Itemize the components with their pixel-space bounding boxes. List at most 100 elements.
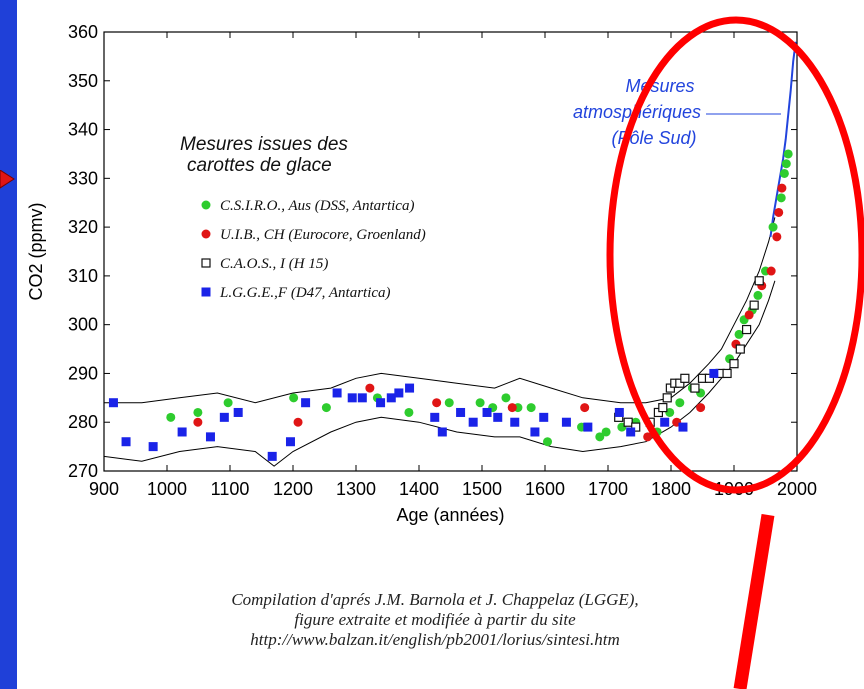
- data-point: [219, 412, 229, 422]
- y-tick-label: 280: [68, 412, 98, 432]
- data-point: [456, 407, 466, 417]
- data-point: [347, 393, 357, 403]
- data-point: [526, 403, 536, 413]
- x-tick-label: 1000: [147, 479, 187, 499]
- data-point: [289, 393, 299, 403]
- data-point: [614, 407, 624, 417]
- data-point: [437, 427, 447, 437]
- data-point: [205, 432, 215, 442]
- data-point: [675, 398, 685, 408]
- annotation-text: Mesures: [625, 76, 694, 96]
- data-point: [623, 417, 633, 427]
- legend-title: carottes de glace: [187, 155, 332, 176]
- data-point: [783, 149, 793, 159]
- data-point: [643, 432, 653, 442]
- data-point: [595, 432, 605, 442]
- legend-marker: [201, 287, 211, 297]
- data-point: [766, 266, 776, 276]
- data-point: [507, 403, 517, 413]
- data-point: [749, 300, 759, 310]
- y-tick-label: 320: [68, 217, 98, 237]
- legend-marker: [201, 200, 211, 210]
- data-point: [690, 383, 700, 393]
- data-point: [662, 393, 672, 403]
- data-point: [444, 398, 454, 408]
- legend-title: Mesures issues des: [180, 134, 348, 155]
- data-point: [177, 427, 187, 437]
- caption-line: http://www.balzan.it/english/pb2001/lori…: [250, 630, 620, 649]
- data-point: [376, 398, 386, 408]
- y-tick-label: 350: [68, 71, 98, 91]
- atmospheric-series-line: [769, 41, 797, 238]
- data-point: [735, 344, 745, 354]
- caption-line: Compilation d'aprés J.M. Barnola et J. C…: [231, 590, 639, 609]
- annotation-text: (Pôle Sud): [611, 128, 696, 148]
- data-point: [493, 412, 503, 422]
- data-point: [543, 437, 553, 447]
- y-tick-label: 300: [68, 315, 98, 335]
- y-tick-label: 290: [68, 363, 98, 383]
- data-point: [626, 427, 636, 437]
- data-point: [468, 417, 478, 427]
- y-axis-label: CO2 (ppmv): [26, 202, 46, 300]
- y-tick-label: 310: [68, 266, 98, 286]
- y-tick-label: 270: [68, 461, 98, 481]
- data-point: [285, 437, 295, 447]
- data-point: [223, 398, 233, 408]
- data-point: [148, 442, 158, 452]
- x-tick-label: 1500: [462, 479, 502, 499]
- data-point: [357, 393, 367, 403]
- data-point: [501, 393, 511, 403]
- data-point: [293, 417, 303, 427]
- legend-entry: L.G.G.E.,F (D47, Antartica): [219, 285, 391, 301]
- data-point: [365, 383, 375, 393]
- x-tick-label: 1400: [399, 479, 439, 499]
- data-point: [729, 359, 739, 369]
- y-tick-label: 330: [68, 168, 98, 188]
- data-point: [510, 417, 520, 427]
- data-point: [631, 422, 641, 432]
- data-point: [601, 427, 611, 437]
- legend-marker: [201, 258, 211, 268]
- data-point: [561, 417, 571, 427]
- x-tick-label: 1700: [588, 479, 628, 499]
- data-point: [193, 407, 203, 417]
- x-tick-label: 1800: [651, 479, 691, 499]
- data-point: [321, 403, 331, 413]
- data-point: [709, 368, 719, 378]
- data-point: [776, 193, 786, 203]
- data-point: [394, 388, 404, 398]
- data-point: [267, 451, 277, 461]
- data-point: [660, 417, 670, 427]
- data-point: [583, 422, 593, 432]
- data-point: [430, 412, 440, 422]
- plot-frame: [103, 31, 798, 472]
- envelope-upper-line: [104, 217, 776, 404]
- data-point: [658, 402, 668, 413]
- data-point: [779, 168, 789, 178]
- data-point: [665, 407, 675, 417]
- data-point: [744, 310, 754, 320]
- data-point: [121, 437, 131, 447]
- x-tick-label: 1300: [336, 479, 376, 499]
- x-tick-label: 2000: [777, 479, 817, 499]
- data-point: [166, 412, 176, 422]
- data-point: [530, 427, 540, 437]
- data-point: [475, 398, 485, 408]
- x-tick-label: 900: [89, 479, 119, 499]
- highlight-ellipse: [606, 16, 864, 494]
- y-tick-label: 340: [68, 120, 98, 140]
- data-point: [580, 403, 590, 413]
- x-tick-label: 1600: [525, 479, 565, 499]
- x-tick-label: 1200: [273, 479, 313, 499]
- data-point: [772, 232, 782, 242]
- data-point: [386, 393, 396, 403]
- legend-marker: [201, 229, 211, 239]
- data-point: [678, 422, 688, 432]
- arrow-pointer-icon: [0, 170, 15, 189]
- data-point: [777, 183, 787, 193]
- legend-entry: C.S.I.R.O., Aus (DSS, Antartica): [220, 198, 414, 214]
- envelope-lower-line: [103, 280, 776, 467]
- legend-entry: C.A.O.S., I (H 15): [220, 256, 328, 272]
